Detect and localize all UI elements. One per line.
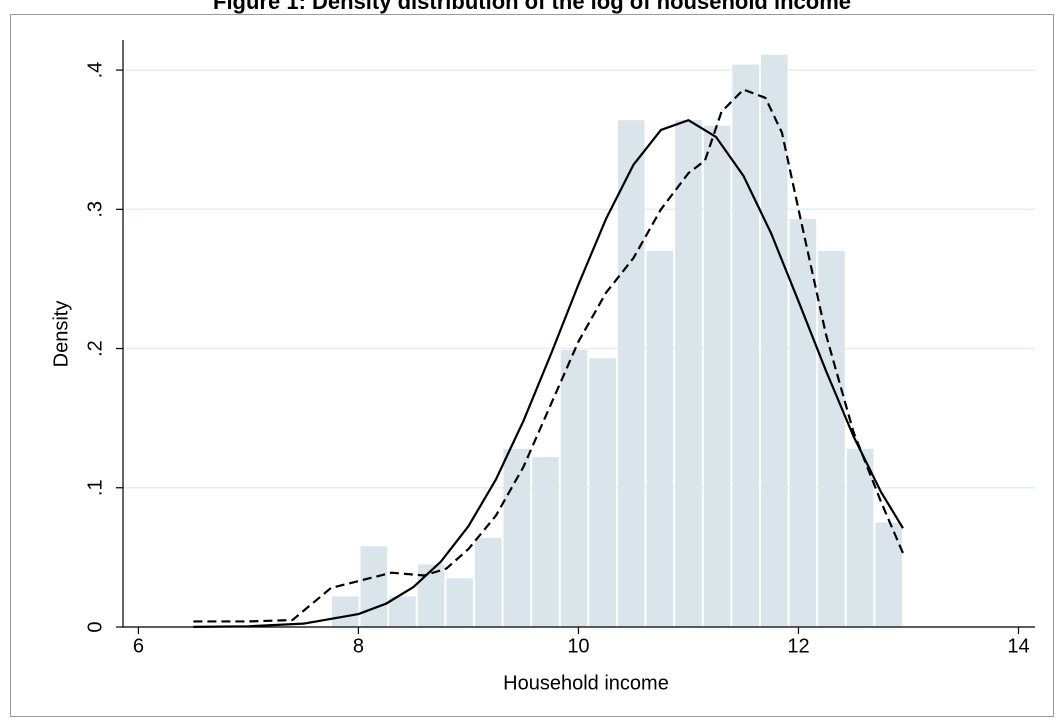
density-line bbox=[193, 88, 905, 623]
bar bbox=[732, 64, 759, 627]
y-tick-label: .1 bbox=[84, 479, 106, 496]
x-tick-label: 8 bbox=[353, 635, 364, 657]
x-tick-label: 10 bbox=[567, 635, 589, 657]
bar bbox=[617, 120, 645, 628]
x-axis-label: Household income bbox=[503, 672, 669, 694]
density-line bbox=[193, 119, 904, 628]
bar bbox=[646, 251, 674, 627]
bar bbox=[760, 54, 788, 627]
y-axis-label: Density bbox=[50, 301, 72, 368]
x-tick-label: 14 bbox=[1007, 635, 1029, 657]
bar bbox=[560, 349, 588, 627]
y-tick-label: 0 bbox=[84, 621, 106, 632]
bar bbox=[703, 125, 731, 627]
y-tick-label: .3 bbox=[84, 201, 106, 218]
y-tick-label: .2 bbox=[84, 340, 106, 357]
bar bbox=[875, 522, 902, 627]
chart-title: Figure 1: Density distribution of the lo… bbox=[213, 0, 851, 14]
bar bbox=[846, 448, 874, 627]
bar bbox=[331, 596, 359, 627]
bar bbox=[389, 596, 416, 627]
bar bbox=[474, 537, 502, 627]
bar bbox=[818, 251, 845, 627]
bar bbox=[675, 120, 702, 628]
x-tick-label: 6 bbox=[133, 635, 144, 657]
bar bbox=[589, 358, 616, 627]
x-tick-label: 12 bbox=[787, 635, 809, 657]
bar bbox=[503, 448, 531, 627]
bar bbox=[532, 457, 559, 627]
bar bbox=[789, 219, 817, 628]
bar bbox=[446, 578, 473, 627]
bar bbox=[360, 546, 388, 627]
bar bbox=[417, 564, 445, 627]
y-tick-label: .4 bbox=[84, 62, 106, 79]
